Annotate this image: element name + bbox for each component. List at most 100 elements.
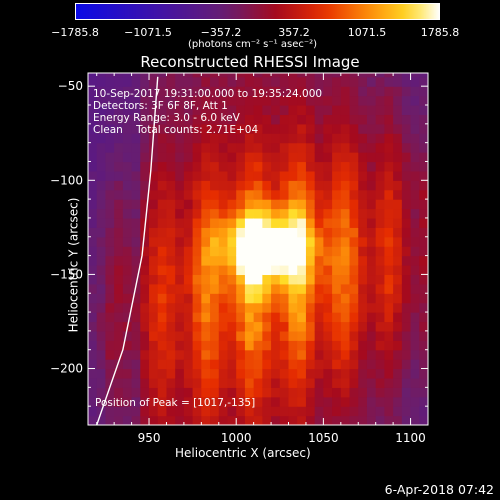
heatmap-cell: [166, 340, 176, 351]
heatmap-cell: [366, 349, 377, 360]
heatmap-cell: [384, 359, 394, 370]
heatmap-cell: [323, 387, 333, 398]
heatmap-cell: [271, 293, 281, 304]
heatmap-cell: [218, 189, 229, 200]
heatmap-cell: [218, 217, 229, 228]
heatmap-cell: [271, 105, 281, 116]
heatmap-cell: [114, 199, 124, 210]
heatmap-cell: [157, 95, 168, 106]
heatmap-cell: [236, 105, 246, 116]
heatmap-cell: [183, 227, 194, 238]
heatmap-cell: [96, 142, 107, 153]
heatmap-cell: [323, 246, 333, 257]
heatmap-cell: [279, 217, 290, 228]
heatmap-cell: [358, 123, 368, 134]
heatmap-cell: [393, 293, 403, 304]
heatmap-cell: [253, 387, 263, 398]
heatmap-cell: [157, 236, 168, 247]
heatmap-cell: [262, 293, 272, 304]
heatmap-cell: [192, 396, 202, 407]
heatmap-cell: [96, 180, 107, 191]
heatmap-cell: [419, 368, 428, 379]
heatmap-cell: [105, 368, 115, 379]
heatmap-cell: [244, 123, 255, 134]
heatmap-cell: [305, 95, 316, 106]
heatmap-cell: [88, 208, 98, 219]
heatmap-cell: [105, 73, 115, 78]
heatmap-cell: [349, 387, 359, 398]
heatmap-cell: [175, 189, 185, 200]
heatmap-cell: [384, 142, 394, 153]
heatmap-cell: [384, 76, 394, 87]
heatmap-cell: [375, 359, 386, 370]
heatmap-cell: [340, 217, 351, 228]
heatmap-cell: [410, 227, 420, 238]
heatmap-cell: [253, 208, 263, 219]
heatmap-cell: [166, 312, 176, 323]
heatmap-cell: [271, 95, 281, 106]
heatmap-cell: [297, 340, 307, 351]
heatmap-cell: [227, 406, 237, 417]
heatmap-cell: [114, 123, 124, 134]
heatmap-cell: [140, 161, 150, 172]
heatmap-cell: [401, 105, 412, 116]
heatmap-cell: [105, 170, 115, 181]
heatmap-cell: [227, 340, 237, 351]
heatmap-cell: [271, 312, 281, 323]
heatmap-cell: [114, 255, 124, 266]
heatmap-cell: [96, 368, 107, 379]
heatmap-cell: [166, 255, 176, 266]
heatmap-cell: [393, 208, 403, 219]
heatmap-cell: [332, 359, 342, 370]
heatmap-cell: [375, 265, 386, 276]
heatmap-cell: [140, 302, 150, 313]
heatmap-cell: [366, 114, 377, 125]
heatmap-cell: [157, 265, 168, 276]
heatmap-cell: [314, 123, 324, 134]
heatmap-cell: [358, 86, 368, 97]
heatmap-cell: [349, 227, 359, 238]
heatmap-cell: [122, 180, 133, 191]
heatmap-cell: [401, 180, 412, 191]
heatmap-cell: [323, 368, 333, 379]
heatmap-cell: [157, 73, 168, 78]
heatmap-cell: [183, 95, 194, 106]
heatmap-cell: [401, 142, 412, 153]
heatmap-cell: [175, 152, 185, 163]
heatmap-cell: [332, 246, 342, 257]
y-tick-label: −150: [50, 267, 83, 281]
heatmap-cell: [131, 274, 141, 285]
heatmap-cell: [114, 180, 124, 191]
heatmap-cell: [349, 142, 359, 153]
heatmap-cell: [340, 180, 351, 191]
heatmap-cell: [262, 152, 272, 163]
heatmap-cell: [140, 105, 150, 116]
heatmap-cell: [358, 73, 368, 78]
heatmap-cell: [323, 189, 333, 200]
heatmap-cell: [332, 105, 342, 116]
heatmap-cell: [183, 142, 194, 153]
heatmap-cell: [175, 105, 185, 116]
heatmap-cell: [192, 217, 202, 228]
heatmap-cell: [419, 283, 428, 294]
heatmap-cell: [401, 330, 412, 341]
heatmap-cell: [349, 189, 359, 200]
heatmap-cell: [271, 133, 281, 144]
heatmap-cell: [201, 161, 211, 172]
heatmap-cell: [96, 349, 107, 360]
heatmap-cell: [297, 236, 307, 247]
heatmap-cell: [393, 396, 403, 407]
colorbar-tick-label: 1071.5: [347, 26, 387, 39]
heatmap-cell: [349, 161, 359, 172]
heatmap-cell: [323, 330, 333, 341]
heatmap-cell: [419, 199, 428, 210]
heatmap-cell: [157, 170, 168, 181]
heatmap-cell: [166, 208, 176, 219]
heatmap-cell: [366, 274, 377, 285]
heatmap-cell: [375, 274, 386, 285]
x-tick-label: 1050: [308, 431, 339, 445]
heatmap-cell: [114, 161, 124, 172]
heatmap-cell: [131, 396, 141, 407]
heatmap-cell: [210, 180, 220, 191]
heatmap-cell: [227, 189, 237, 200]
